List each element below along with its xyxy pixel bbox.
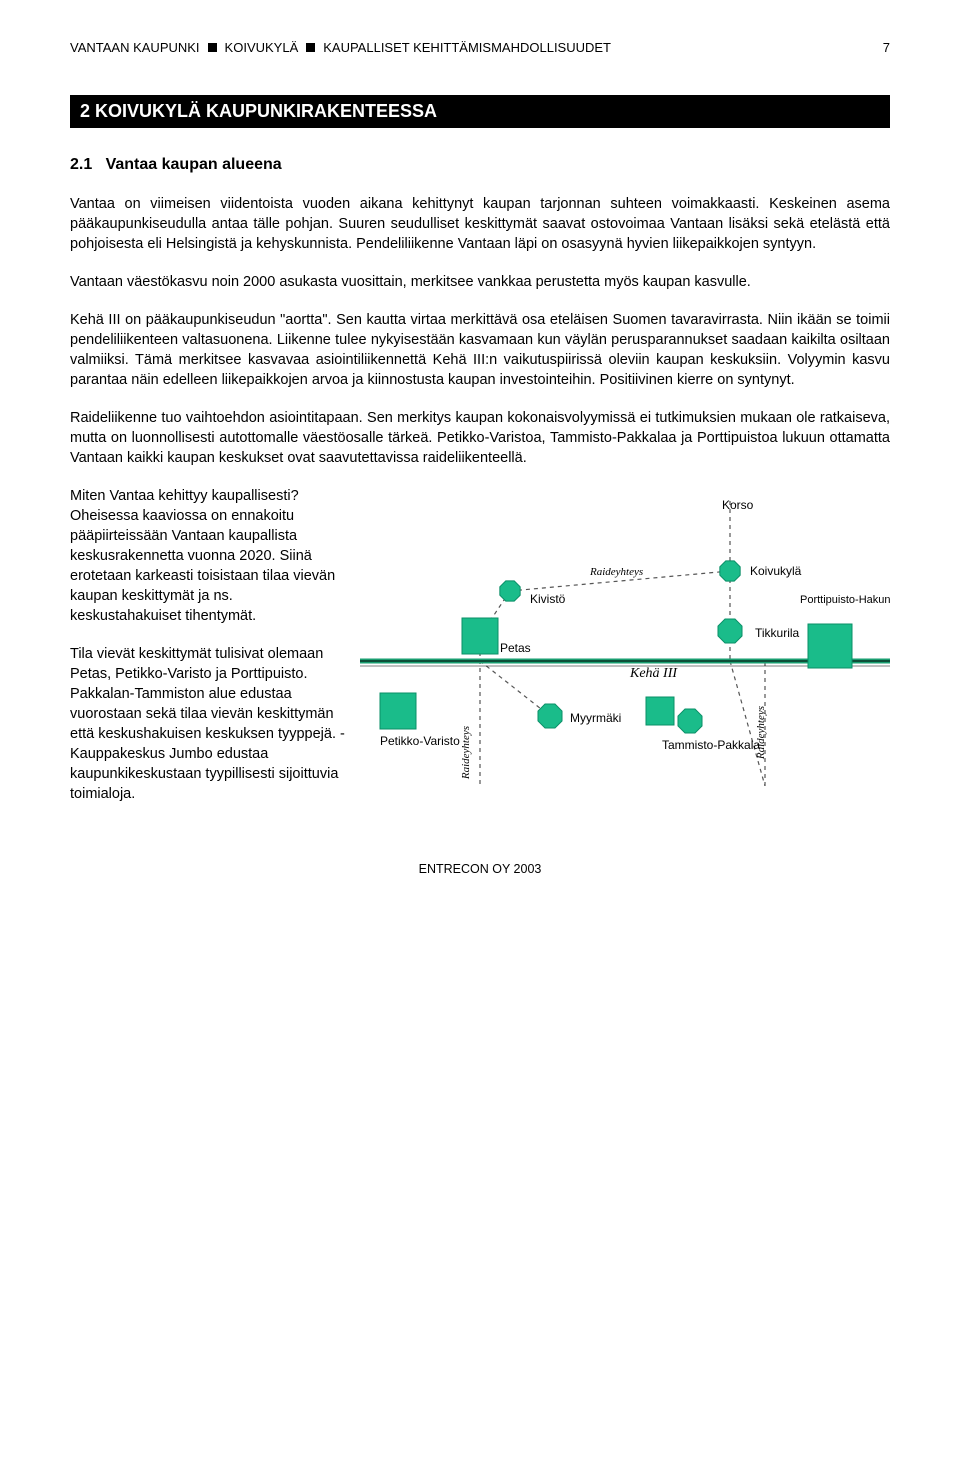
- separator-square-icon: [208, 43, 217, 52]
- node-label: Petas: [500, 641, 531, 655]
- page-number: 7: [883, 40, 890, 55]
- section-heading: 2 KOIVUKYLÄ KAUPUNKIRAKENTEESSA: [70, 95, 890, 128]
- separator-square-icon: [306, 43, 315, 52]
- structure-diagram: Korso Koivukylä Tikkurila Porttipuisto-H…: [360, 486, 890, 786]
- node-label: Porttipuisto-Hakunila: [800, 594, 890, 606]
- document-page: VANTAAN KAUPUNKI KOIVUKYLÄ KAUPALLISET K…: [0, 0, 960, 906]
- edge-label: Raideyhteys: [755, 706, 767, 759]
- header-org: VANTAAN KAUPUNKI: [70, 40, 200, 55]
- node-label: Myyrmäki: [570, 711, 621, 725]
- edge-label: Raideyhteys: [460, 726, 472, 779]
- page-header: VANTAAN KAUPUNKI KOIVUKYLÄ KAUPALLISET K…: [70, 40, 890, 55]
- paragraph: Miten Vantaa kehittyy kaupallisesti? Ohe…: [70, 486, 346, 626]
- axis-label: Kehä III: [630, 666, 677, 682]
- paragraph: Tila vievät keskittymät tulisivat olemaa…: [70, 644, 346, 804]
- header-area: KOIVUKYLÄ: [225, 40, 299, 55]
- edge-label: Raideyhteys: [590, 566, 643, 578]
- paragraph: Vantaa on viimeisen viidentoista vuoden …: [70, 194, 890, 254]
- node-label: Petikko-Varisto: [380, 734, 460, 748]
- node-label: Tammisto-Pakkala: [662, 738, 760, 752]
- header-title: KAUPALLISET KEHITTÄMISMAHDOLLISUUDET: [323, 40, 611, 55]
- paragraph: Kehä III on pääkaupunkiseudun "aortta". …: [70, 310, 890, 390]
- node-label: Kivistö: [530, 592, 565, 606]
- node-label: Koivukylä: [750, 564, 801, 578]
- subsection-heading: 2.1 Vantaa kaupan alueena: [70, 156, 890, 174]
- paragraph: Raideliikenne tuo vaihtoehdon asiointita…: [70, 408, 890, 468]
- paragraph: Vantaan väestökasvu noin 2000 asukasta v…: [70, 272, 890, 292]
- body-text: Vantaa on viimeisen viidentoista vuoden …: [70, 194, 890, 822]
- node-label: Korso: [722, 498, 753, 512]
- node-label: Tikkurila: [755, 626, 799, 640]
- footer: ENTRECON OY 2003: [70, 862, 890, 876]
